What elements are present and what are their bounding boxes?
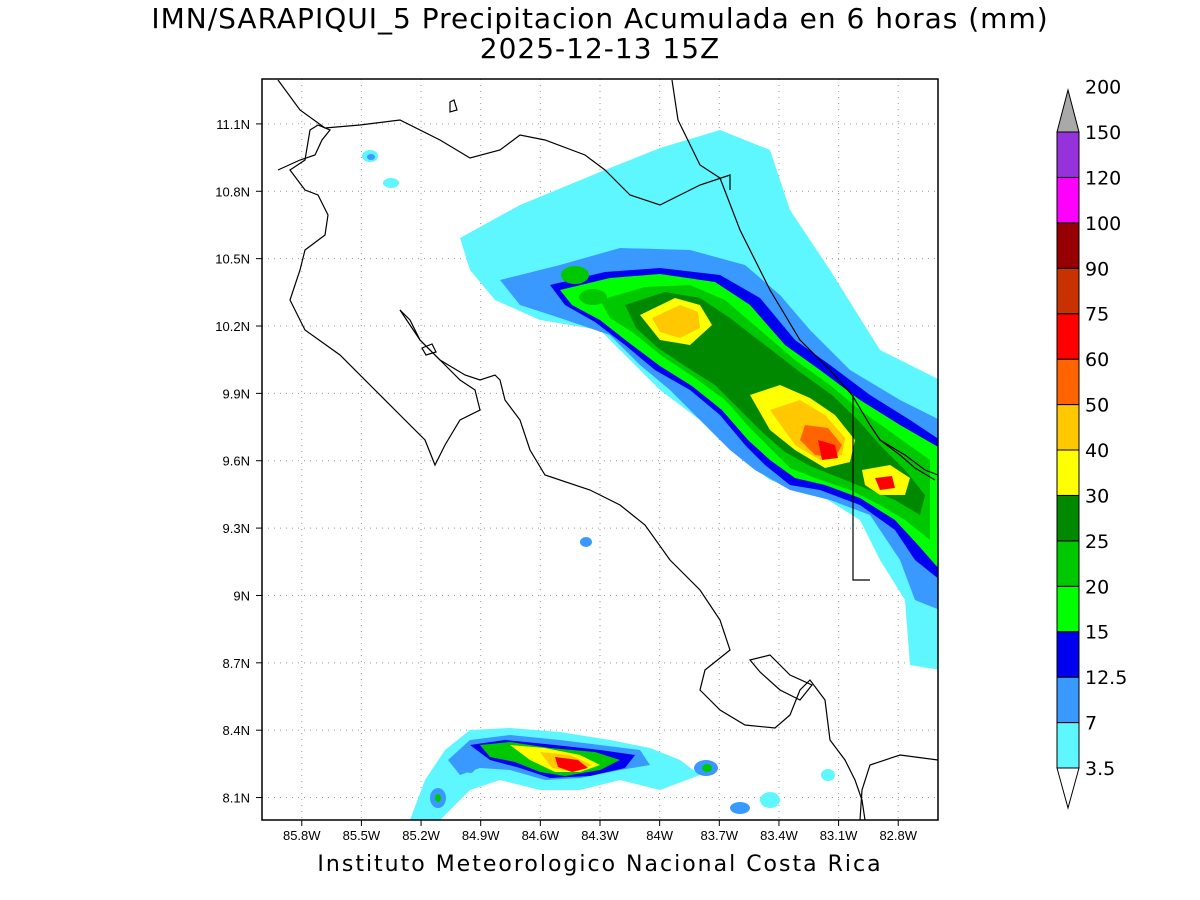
colorbar-label: 15 [1085,622,1109,644]
colorbar: 3.5 7 12.5 15 20 25 30 40 50 60 75 90 100 120 150 200 [1056,77,1127,810]
colorbar-label: 40 [1085,440,1109,462]
lon-tick-label: 85.5W [343,828,381,843]
band-7mm [500,248,938,610]
colorbar-swatch [1056,222,1080,269]
south-cell-e [821,769,835,781]
colorbar-swatch [1056,176,1080,224]
band-40mm-a [652,305,700,338]
lon-tick-label: 84W [646,828,673,843]
caribbean-east-coast [869,424,938,476]
lat-tick-label: 8.1N [223,791,250,806]
colorbar-label: 120 [1085,167,1121,189]
credit-text: Instituto Meteorologico Nacional Costa R… [317,852,883,877]
gulf-of-nicoya [399,309,866,820]
golfo-dulce [748,654,813,701]
lon-tick-label: 85.2W [402,828,440,843]
band-60mm-b [875,476,895,490]
map-subtitle: 2025-12-13 15Z [479,32,721,65]
lon-tick-label: 83.7W [701,828,739,843]
colorbar-label: 100 [1085,213,1121,235]
colorbar-label: 200 [1085,77,1121,99]
colorbar-swatch [1056,631,1080,678]
south-cell-b-core [435,794,441,802]
rain-cell-upper-left-2 [579,289,607,305]
colorbar-label: 12.5 [1085,667,1127,689]
island-2 [449,99,458,113]
rain-cell-central [580,537,592,547]
colorbar-label: 60 [1085,349,1109,371]
colorbar-swatch [1056,585,1080,633]
colorbar-swatch [1056,131,1080,178]
lon-tick-label: 84.9W [462,828,500,843]
colorbar-label: 50 [1085,395,1109,417]
lat-tick-label: 8.4N [223,723,250,738]
lat-tick-label: 10.5N [215,252,250,267]
south-cell-d [730,802,750,814]
colorbar-label: 7 [1085,713,1097,735]
colorbar-swatch [1056,676,1080,724]
lat-tick-label: 8.7N [223,656,250,671]
colorbar-label: 3.5 [1085,758,1115,780]
colorbar-swatch [1056,540,1080,587]
colorbar-label: 150 [1085,122,1121,144]
colorbar-swatch [1056,404,1080,451]
colorbar-swatch [1056,267,1080,315]
rain-band-caribbean [362,130,938,670]
south-60mm [555,757,588,772]
coastlines [277,79,938,820]
lon-tick-label: 82.8W [879,828,917,843]
lon-tick-label: 83.4W [760,828,798,843]
colorbar-label: 90 [1085,258,1109,280]
island [421,343,437,356]
rain-band-south [410,728,835,820]
lat-tick-label: 9.9N [223,386,250,401]
colorbar-lower-arrow [1056,767,1080,810]
colorbar-label: 30 [1085,485,1109,507]
colorbar-swatch [1056,722,1080,769]
rain-cell-north-2 [383,178,399,188]
rain-cell-north-core [367,154,375,160]
lat-tick-label: 9.3N [223,521,250,536]
colorbar-label: 20 [1085,576,1109,598]
burica-peninsula [859,754,938,820]
lat-tick-label: 9N [233,588,250,603]
lat-tick-label: 9.6N [223,454,250,469]
nicoya-and-pacific-coast [277,124,481,467]
colorbar-upper-arrow [1056,88,1080,133]
axis-ticks: 85.8W 85.5W 85.2W 84.9W 84.6W 84.3W 84W 83.7W 83… [215,117,917,843]
colorbar-label: 75 [1085,304,1109,326]
lon-tick-label: 83.1W [820,828,858,843]
lon-tick-label: 85.8W [283,828,321,843]
colorbar-swatch [1056,494,1080,542]
panama-border [852,395,870,581]
lat-tick-label: 11.1N [216,117,250,132]
colorbar-swatch [1056,358,1080,406]
lat-tick-label: 10.8N [215,184,250,199]
lat-tick-label: 10.2N [215,319,250,334]
colorbar-swatch [1056,449,1080,496]
lon-tick-label: 84.3W [581,828,619,843]
south-cell-c [464,757,476,773]
map-title: IMN/SARAPIQUI_5 Precipitacion Acumulada … [151,2,1049,35]
nicaragua-border [277,79,731,206]
colorbar-label: 25 [1085,531,1109,553]
south-cell-f [760,792,780,808]
caribbean-coast [671,79,936,481]
colorbar-swatch [1056,313,1080,360]
rain-cell-upper-left [561,266,589,284]
lon-tick-label: 84.6W [522,828,560,843]
band-60mm-a [818,440,838,460]
south-cell-a-core [702,764,712,772]
precipitation-field [362,130,938,820]
